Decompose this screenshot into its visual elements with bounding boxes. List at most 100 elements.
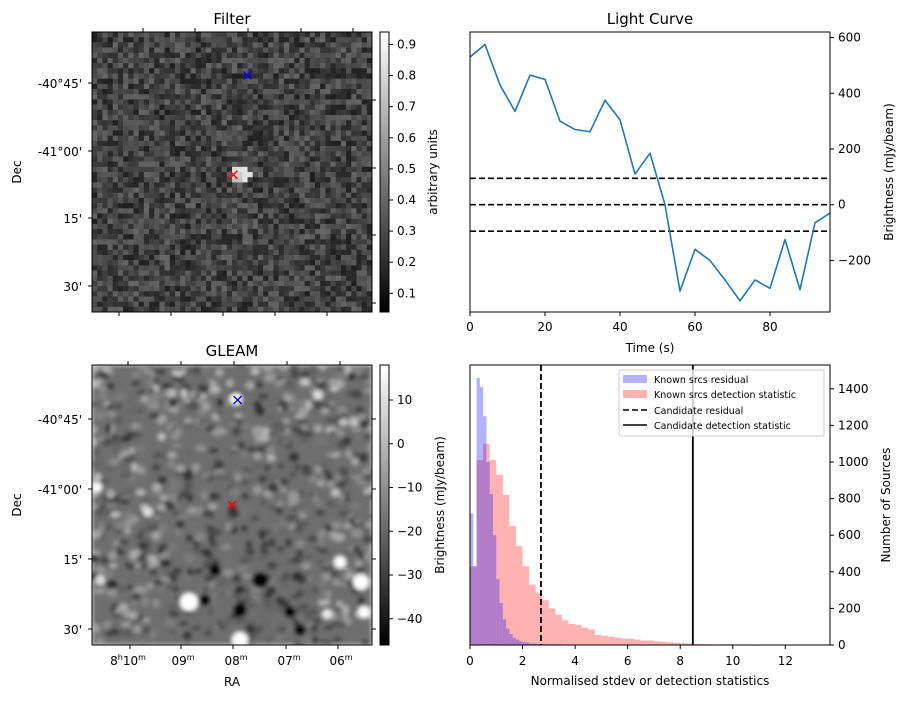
filter-pixel	[336, 260, 341, 265]
filter-pixel	[258, 89, 263, 94]
filter-pixel	[263, 229, 268, 234]
filter-pixel	[289, 213, 294, 218]
filter-pixel	[201, 255, 206, 260]
filter-pixel	[336, 239, 341, 244]
filter-pixel	[263, 291, 268, 296]
filter-pixel	[108, 84, 113, 89]
filter-pixel	[139, 255, 144, 260]
filter-pixel	[253, 234, 258, 239]
histogram-bar	[496, 579, 499, 645]
filter-pixel	[263, 213, 268, 218]
filter-pixel	[325, 234, 330, 239]
filter-pixel	[341, 291, 346, 296]
light-curve-points	[470, 45, 830, 301]
filter-pixel	[123, 156, 128, 161]
filter-pixel	[144, 151, 149, 156]
filter-pixel	[279, 265, 284, 270]
histogram-bar	[582, 628, 589, 645]
filter-pixel	[351, 110, 356, 115]
filter-pixel	[216, 172, 221, 177]
filter-pixel	[216, 42, 221, 47]
filter-pixel	[139, 146, 144, 151]
filter-pixel	[279, 271, 284, 276]
filter-pixel	[279, 245, 284, 250]
filter-pixel	[279, 115, 284, 120]
filter-pixel	[206, 193, 211, 198]
filter-pixel	[149, 73, 154, 78]
filter-pixel	[175, 172, 180, 177]
filter-pixel	[206, 84, 211, 89]
filter-pixel	[232, 63, 237, 68]
filter-pixel	[159, 68, 164, 73]
filter-pixel	[102, 172, 107, 177]
filter-pixel	[128, 63, 133, 68]
filter-pixel	[139, 94, 144, 99]
filter-pixel	[341, 136, 346, 141]
filter-pixel	[133, 281, 138, 286]
filter-pixel	[139, 234, 144, 239]
filter-pixel	[258, 167, 263, 172]
filter-pixel	[180, 224, 185, 229]
filter-pixel	[232, 94, 237, 99]
filter-pixel	[123, 224, 128, 229]
filter-pixel	[242, 48, 247, 53]
filter-pixel	[237, 94, 242, 99]
filter-pixel	[216, 141, 221, 146]
filter-pixel	[123, 271, 128, 276]
filter-pixel	[346, 120, 351, 125]
filter-pixel	[196, 89, 201, 94]
filter-pixel	[191, 37, 196, 42]
filter-pixel	[102, 213, 107, 218]
filter-pixel	[92, 265, 97, 270]
filter-pixel	[351, 42, 356, 47]
filter-pixel	[346, 198, 351, 203]
filter-pixel	[253, 250, 258, 255]
filter-pixel	[191, 58, 196, 63]
filter-pixel	[367, 125, 372, 130]
filter-pixel	[191, 42, 196, 47]
filter-pixel	[258, 265, 263, 270]
filter-pixel	[367, 188, 372, 193]
filter-pixel	[206, 239, 211, 244]
filter-pixel	[263, 286, 268, 291]
filter-pixel	[185, 276, 190, 281]
filter-pixel	[185, 48, 190, 53]
filter-pixel	[92, 125, 97, 130]
filter-pixel	[118, 68, 123, 73]
filter-pixel	[139, 219, 144, 224]
filter-pixel	[196, 73, 201, 78]
filter-pixel	[201, 193, 206, 198]
filter-pixel	[170, 234, 175, 239]
filter-pixel	[165, 141, 170, 146]
filter-pixel	[185, 219, 190, 224]
filter-pixel	[133, 115, 138, 120]
filter-pixel	[159, 58, 164, 63]
filter-pixel	[279, 281, 284, 286]
filter-pixel	[268, 63, 273, 68]
legend-swatch-residual	[623, 375, 647, 383]
filter-pixel	[305, 156, 310, 161]
filter-pixel	[92, 42, 97, 47]
filter-pixel	[165, 73, 170, 78]
filter-pixel	[201, 198, 206, 203]
filter-pixel	[139, 141, 144, 146]
filter-pixel	[227, 260, 232, 265]
filter-pixel	[305, 63, 310, 68]
filter-pixel	[201, 239, 206, 244]
filter-pixel	[159, 167, 164, 172]
filter-pixel	[336, 156, 341, 161]
filter-pixel	[108, 281, 113, 286]
filter-pixel	[144, 219, 149, 224]
filter-pixel	[263, 177, 268, 182]
filter-pixel	[294, 245, 299, 250]
filter-pixel	[273, 53, 278, 58]
filter-pixel	[341, 177, 346, 182]
filter-pixel	[232, 213, 237, 218]
filter-pixel	[175, 255, 180, 260]
filter-pixel	[92, 167, 97, 172]
filter-pixel	[211, 250, 216, 255]
filter-pixel	[97, 291, 102, 296]
filter-pixel	[356, 105, 361, 110]
filter-pixel	[351, 131, 356, 136]
